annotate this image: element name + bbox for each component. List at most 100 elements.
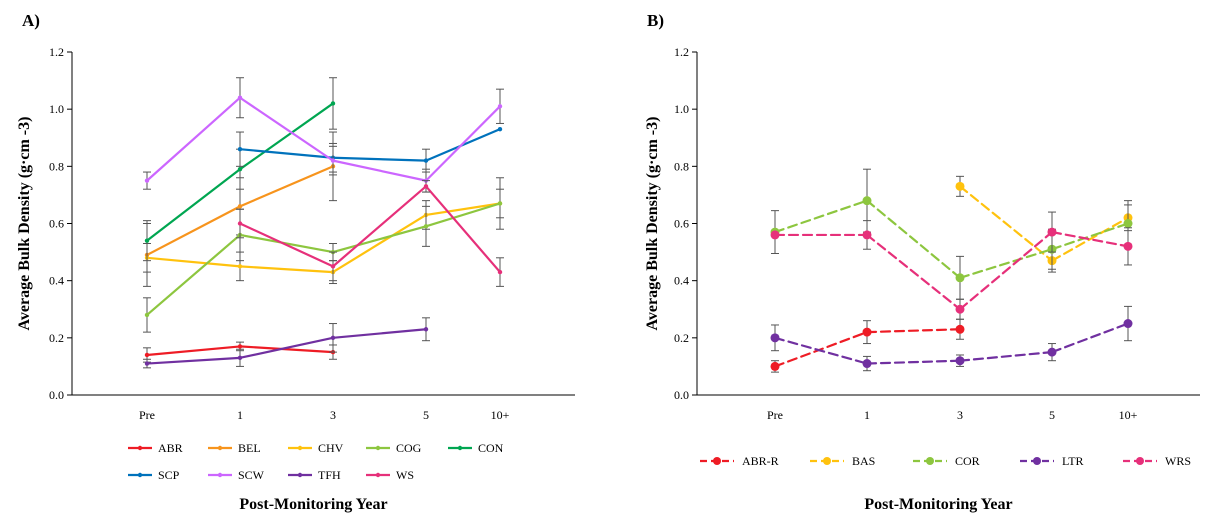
legend-swatch-marker [376,473,380,477]
series-line-segment [775,332,867,366]
data-point [1124,242,1133,251]
data-point [424,184,428,188]
y-tick-label: 0.6 [674,217,689,231]
data-point [238,96,242,100]
x-tick-label: 10+ [1119,408,1138,422]
data-point [238,221,242,225]
legend-item: LTR [1020,454,1084,468]
y-tick-label: 1.0 [674,102,689,116]
series-bas [956,176,1133,272]
data-point [238,167,242,171]
data-point [956,182,965,191]
legend-item: CHV [288,441,344,455]
series-wrs [771,212,1133,319]
data-point [424,327,428,331]
series-line-segment [426,106,500,180]
legend-item: ABR [128,441,183,455]
legend-swatch-marker [298,473,302,477]
y-tick-label: 0.6 [49,217,64,231]
data-point [863,359,872,368]
legend-label: ABR [158,441,183,455]
y-axis-title: Average Bulk Density (g·cm -3) [16,117,33,331]
data-point [331,264,335,268]
legend-swatch-marker [1136,457,1144,465]
legend-label: COR [955,454,980,468]
panel-label: A) [22,11,40,30]
legend-swatch-marker [713,457,721,465]
data-point [145,361,149,365]
series-line-segment [426,186,500,272]
legend-swatch-marker [376,446,380,450]
y-tick-label: 1.0 [49,102,64,116]
series-line-segment [867,361,960,364]
data-point [238,204,242,208]
y-axis-title: Average Bulk Density (g·cm -3) [644,117,661,331]
legend-swatch-marker [458,446,462,450]
series-line-segment [147,258,240,267]
data-point [1124,219,1133,228]
data-point [956,325,965,334]
data-point [145,313,149,317]
y-tick-label: 0.0 [674,388,689,402]
data-point [1048,228,1057,237]
legend-item: TFH [288,468,341,482]
series-line-segment [867,201,960,278]
data-point [424,224,428,228]
series-line-segment [426,203,500,226]
y-tick-label: 0.4 [49,274,64,288]
series-line-segment [960,186,1052,260]
series-line-segment [1052,324,1128,353]
series-line-segment [960,249,1052,278]
legend-item: BEL [208,441,261,455]
legend-label: WS [396,468,414,482]
series-line-segment [240,266,333,272]
series-line-segment [333,329,426,338]
legend-item: BAS [810,454,875,468]
legend-item: WRS [1123,454,1191,468]
data-point [863,196,872,205]
data-point [863,230,872,239]
series-scw [143,78,504,192]
y-tick-label: 0.0 [49,388,64,402]
data-point [238,264,242,268]
data-point [331,336,335,340]
legend: ABR BEL CHV COG CONSCP SCW TFH WS [128,441,504,482]
series-line-segment [333,215,426,272]
legend: ABR-R BAS COR LTR WRS [700,454,1191,468]
series-line-segment [333,186,426,266]
series-line-segment [960,232,1052,309]
data-point [771,230,780,239]
series-line-segment [240,166,333,206]
series-line-segment [333,158,426,161]
data-point [956,356,965,365]
data-point [238,147,242,151]
series-ws [236,181,504,287]
data-point [331,158,335,162]
legend-label: ABR-R [742,454,779,468]
series-line-segment [333,161,426,181]
data-point [145,238,149,242]
legend-label: CHV [318,441,344,455]
data-point [145,178,149,182]
series-line-segment [960,352,1052,361]
x-tick-label: 3 [330,408,336,422]
legend-swatch-marker [298,446,302,450]
data-point [1124,319,1133,328]
series-ltr [771,306,1133,370]
data-point [238,344,242,348]
panel-label: B) [647,11,664,30]
data-point [498,201,502,205]
chart-panel-b: B) 0.0 0.2 0.4 0.6 0.8 1.0 1.2 Pre 1 3 5 10+ Average … [644,11,1200,513]
data-point [238,356,242,360]
legend-item: COR [913,454,980,468]
legend-label: BEL [238,441,261,455]
legend-swatch-marker [138,446,142,450]
series-line-segment [775,338,867,364]
series-line-segment [1052,224,1128,250]
legend-swatch-marker [218,446,222,450]
series-line-segment [240,235,333,252]
x-tick-label: 1 [864,408,870,422]
x-tick-label: 5 [1049,408,1055,422]
y-tick-label: 0.2 [674,331,689,345]
legend-swatch-marker [823,457,831,465]
